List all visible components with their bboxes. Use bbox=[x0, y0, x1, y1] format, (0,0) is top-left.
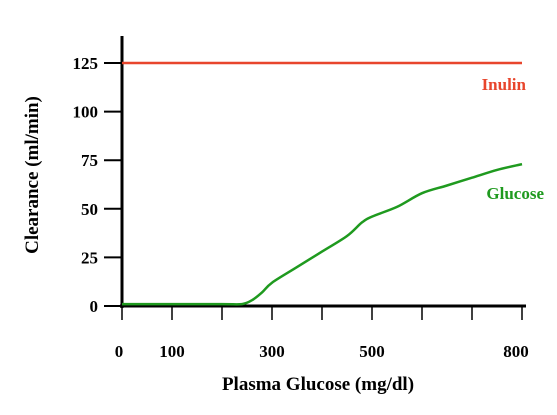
x-tick-label-800: 800 bbox=[503, 342, 529, 361]
x-axis-title: Plasma Glucose (mg/dl) bbox=[222, 374, 414, 395]
y-tick-label-25: 25 bbox=[81, 248, 98, 267]
y-tick-label-100: 100 bbox=[73, 103, 99, 122]
x-tick-label-500: 500 bbox=[359, 342, 385, 361]
axes: 0 25 50 75 100 125 0 100 300 500 800 bbox=[73, 36, 529, 361]
series-label-glucose: Glucose bbox=[486, 184, 544, 203]
y-axis-title: Clearance (ml/min) bbox=[22, 96, 43, 254]
y-tick-label-50: 50 bbox=[81, 200, 98, 219]
x-tick-label-300: 300 bbox=[259, 342, 285, 361]
x-tick-label-0: 0 bbox=[115, 342, 124, 361]
series-label-inulin: Inulin bbox=[482, 75, 527, 94]
series-line-glucose bbox=[122, 162, 523, 306]
series-layer bbox=[122, 61, 523, 306]
y-tick-label-0: 0 bbox=[90, 297, 99, 316]
y-tick-label-125: 125 bbox=[73, 54, 99, 73]
y-tick-label-75: 75 bbox=[81, 151, 98, 170]
labels-layer: Inulin Glucose bbox=[482, 75, 545, 203]
x-tick-label-100: 100 bbox=[159, 342, 185, 361]
